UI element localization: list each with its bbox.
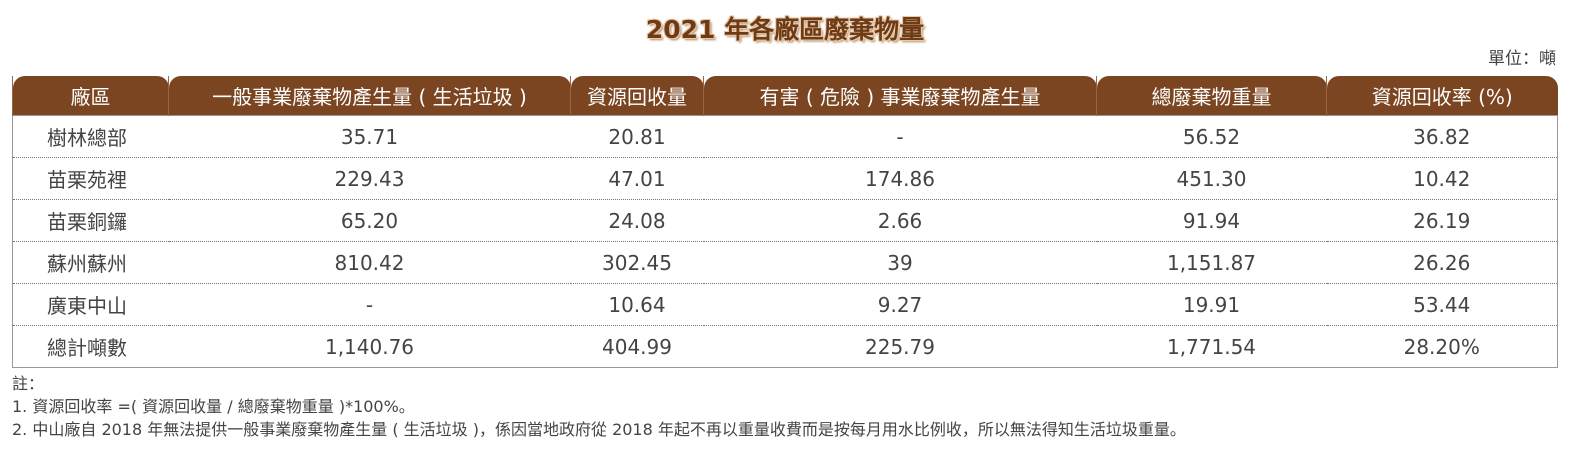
table-cell: 10.64 — [570, 283, 704, 326]
table-cell: 10.42 — [1326, 157, 1558, 200]
table-cell: 47.01 — [570, 157, 704, 200]
table-cell: 56.52 — [1096, 115, 1327, 158]
table-body: 樹林總部 35.71 20.81-56.52 36.82 苗栗苑裡 229.43 47.01… — [12, 115, 1558, 368]
unit: 單位：噸 — [1488, 49, 1556, 69]
table-cell: 229.43 — [168, 157, 571, 200]
table-cell: 26.19 — [1326, 199, 1558, 242]
header-cell: 資源回收率 (%) — [1326, 76, 1558, 116]
table-cell: 451.30 — [1096, 157, 1327, 200]
note-item: 2. 中山廠自 2018 年無法提供一般事業廢棄物產生量 ( 生活垃圾 )，係因… — [12, 420, 1186, 439]
table-cell: 404.99 — [570, 325, 704, 368]
table-cell: 廣東中山 — [12, 283, 169, 326]
header-row: 廠區 一般事業廢棄物產生量 ( 生活垃圾 ) 資源回收量 有害 ( 危險 ) 事業廢棄… — [12, 76, 1558, 116]
table-cell: 302.45 — [570, 241, 704, 284]
table-cell: 9.27 — [703, 283, 1097, 326]
table-row: 廣東中山 -10.64 9.27 19.91 53.44 — [12, 283, 1558, 326]
table-row: 總計噸數 1,140.76 404.99 225.79 1,771.54 28.20% — [12, 325, 1558, 368]
table-cell: 1,140.76 — [168, 325, 571, 368]
header-cell: 廠區 — [12, 76, 169, 116]
table-cell: 1,151.87 — [1096, 241, 1327, 284]
table-cell: 26.26 — [1326, 241, 1558, 284]
waste-table: 廠區 一般事業廢棄物產生量 ( 生活垃圾 ) 資源回收量 有害 ( 危險 ) 事業廢棄… — [12, 76, 1558, 368]
header-cell: 有害 ( 危險 ) 事業廢棄物產生量 — [703, 76, 1097, 116]
note-item: 1. 資源回收率 =( 資源回收量 / 總廢棄物重量 )*100%。 — [12, 397, 415, 416]
header-cell: 一般事業廢棄物產生量 ( 生活垃圾 ) — [168, 76, 571, 116]
title: 2021 年各廠區廢棄物量 — [645, 15, 925, 44]
table-cell: 2.66 — [703, 199, 1097, 242]
table-cell: 174.86 — [703, 157, 1097, 200]
table-cell: 53.44 — [1326, 283, 1558, 326]
table-cell: - — [168, 283, 571, 326]
table-cell: 810.42 — [168, 241, 571, 284]
header-cell: 資源回收量 — [570, 76, 704, 116]
notes-heading: 註： — [12, 374, 45, 393]
table-cell: 19.91 — [1096, 283, 1327, 326]
table-cell: 39 — [703, 241, 1097, 284]
table-row: 蘇州蘇州 810.42 302.45 39 1,151.87 26.26 — [12, 241, 1558, 284]
table-cell: 225.79 — [703, 325, 1097, 368]
table-cell: 苗栗苑裡 — [12, 157, 169, 200]
table-cell: 36.82 — [1326, 115, 1558, 158]
table-row: 苗栗銅鑼 65.20 24.08 2.66 91.94 26.19 — [12, 199, 1558, 242]
table-cell: 28.20% — [1326, 325, 1558, 368]
table-cell: 20.81 — [570, 115, 704, 158]
header-cell: 總廢棄物重量 — [1096, 76, 1327, 116]
table-cell: 蘇州蘇州 — [12, 241, 169, 284]
table-row: 苗栗苑裡 229.43 47.01 174.86 451.30 10.42 — [12, 157, 1558, 200]
notes: 註： 1. 資源回收率 =( 資源回收量 / 總廢棄物重量 )*100%。 2. … — [12, 372, 1186, 441]
table-cell: - — [703, 115, 1097, 158]
table-cell: 91.94 — [1096, 199, 1327, 242]
table-cell: 65.20 — [168, 199, 571, 242]
table-cell: 35.71 — [168, 115, 571, 158]
table-row: 樹林總部 35.71 20.81-56.52 36.82 — [12, 115, 1558, 158]
table-cell: 樹林總部 — [12, 115, 169, 158]
table-cell: 24.08 — [570, 199, 704, 242]
table-cell: 苗栗銅鑼 — [12, 199, 169, 242]
table-cell: 總計噸數 — [12, 325, 169, 368]
table-cell: 1,771.54 — [1096, 325, 1327, 368]
